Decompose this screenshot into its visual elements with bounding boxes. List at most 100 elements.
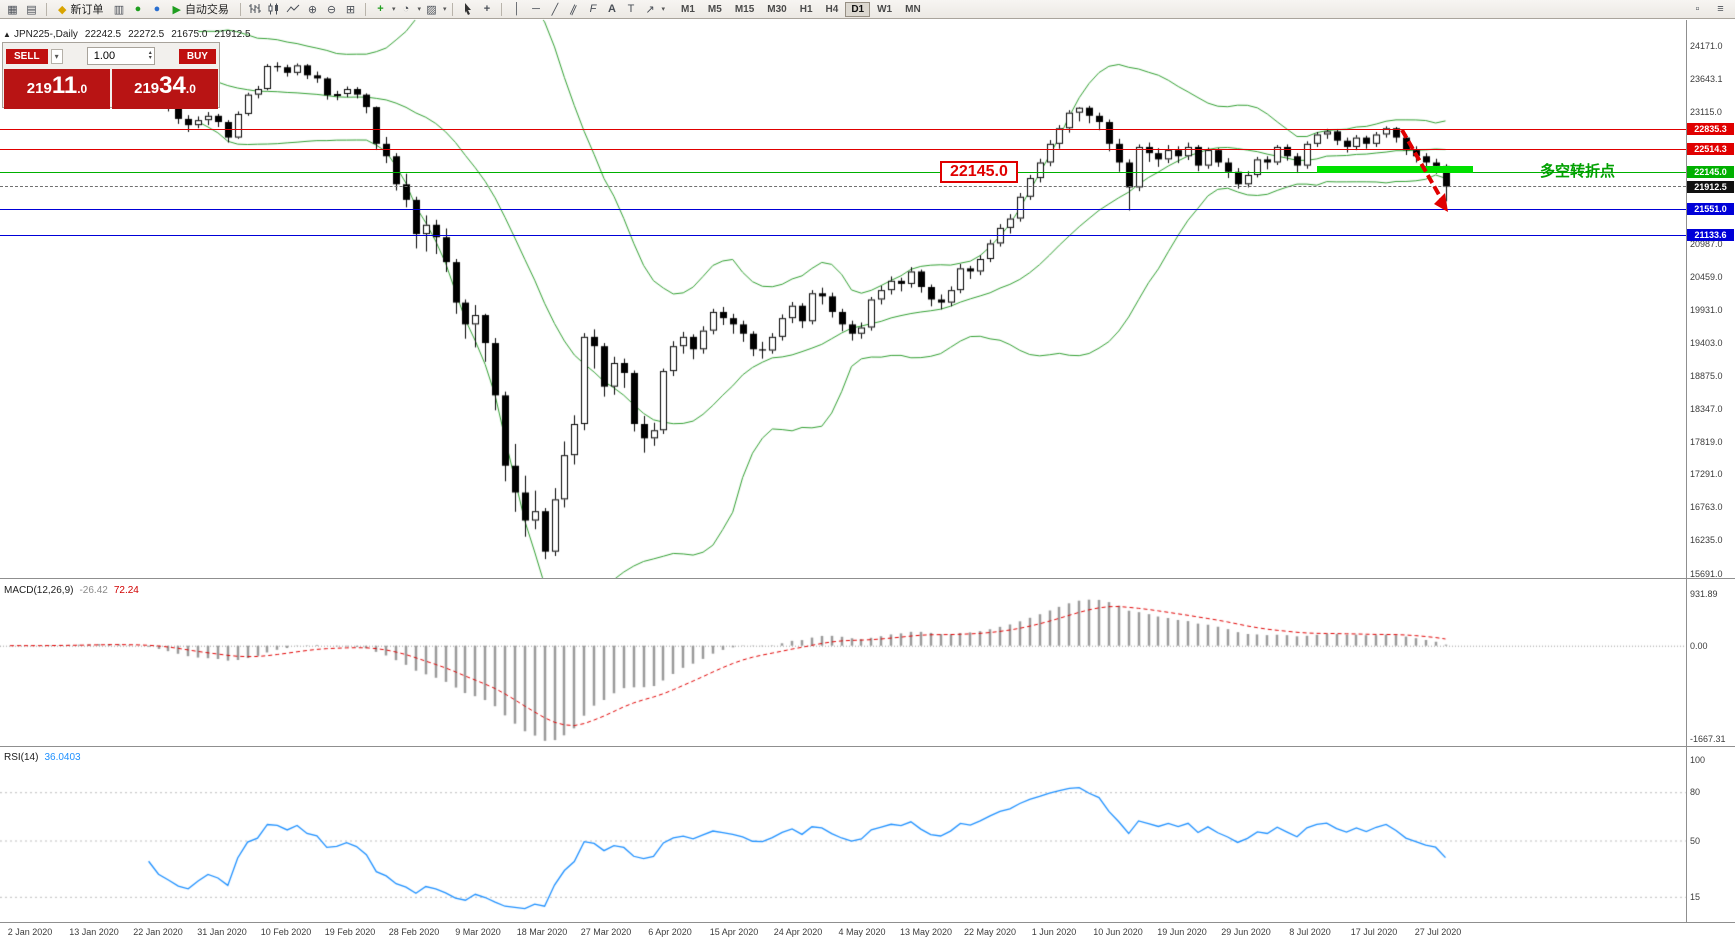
volume-up-icon[interactable]: ▴ [148, 50, 152, 56]
fibonacci-icon[interactable]: F [589, 3, 597, 15]
timeframe-button-M5[interactable]: M5 [707, 3, 722, 15]
horizontal-line-object-21133.6[interactable] [0, 234, 1686, 236]
sell-price-button[interactable]: 219 11.0 [4, 69, 110, 109]
time-axis-label: 19 Feb 2020 [324, 927, 376, 937]
horizontal-line-icon[interactable]: ─ [532, 3, 540, 15]
price-axis-label: 20459.0 [1690, 272, 1723, 283]
volume-down-icon[interactable]: ▾ [148, 55, 152, 61]
equidistant-channel-icon[interactable]: ∥ [568, 2, 579, 17]
time-axis-label: 22 May 2020 [963, 927, 1017, 937]
line-chart-icon[interactable] [285, 2, 302, 17]
auto-trading-button[interactable]: ▶ 自动交易 [167, 1, 233, 17]
zoom-in-icon[interactable]: ⊕ [307, 3, 318, 16]
price-axis-label: 15691.0 [1690, 569, 1723, 580]
rsi-scale-label: 100 [1690, 755, 1706, 765]
price-badge-21133.6: 21133.6 [1687, 229, 1734, 242]
community-icon[interactable]: ● [153, 3, 161, 15]
time-axis-label: 10 Jun 2020 [1093, 927, 1143, 937]
timeframe-button-H4[interactable]: H4 [825, 3, 839, 15]
time-axis-label: 2 Jan 2020 [7, 927, 53, 937]
time-axis-label: 4 May 2020 [838, 927, 886, 937]
auto-trading-play-icon: ▶ [172, 3, 181, 16]
support-zone-highlight-object[interactable] [1317, 166, 1473, 173]
price-axis-label: 20987.0 [1690, 239, 1723, 250]
price-axis-label: 18875.0 [1690, 370, 1723, 381]
templates-caret-icon[interactable]: ▾ [442, 6, 447, 13]
rsi-scale-label: 80 [1690, 787, 1701, 798]
timeframe-button-M15[interactable]: M15 [734, 3, 755, 15]
dock-window-icon[interactable]: ▫ [1695, 3, 1700, 15]
turning-point-text-object[interactable]: 多空转折点 [1540, 163, 1616, 180]
price-axis-label: 17819.0 [1690, 436, 1723, 447]
order-options-caret-icon[interactable]: ▾ [50, 48, 63, 64]
timeframe-button-M1[interactable]: M1 [681, 3, 695, 15]
price-note-object[interactable]: 22145.0 [940, 161, 1018, 183]
volume-input[interactable] [89, 50, 134, 62]
price-axis-label: 16235.0 [1690, 535, 1723, 546]
rsi-indicator-label: RSI(14) 36.0403 [4, 752, 81, 763]
price-axis-border [1686, 20, 1687, 922]
indicators-caret-icon[interactable]: ▾ [391, 6, 396, 13]
zoom-out-icon[interactable]: ⊖ [326, 3, 337, 16]
templates-icon[interactable]: ▨ [426, 3, 437, 16]
new-order-button[interactable]: ◆ 新订单 [53, 1, 108, 17]
periods-icon[interactable]: ◔ [402, 3, 410, 15]
cursor-icon[interactable] [459, 2, 476, 17]
horizontal-line-object-22514.3[interactable] [0, 148, 1686, 150]
auto-trading-label: 自动交易 [184, 4, 229, 16]
main-toolbar: ▦ ▤ ◆ 新订单 ▥ ● ● ▶ 自动交易 ⊕ ⊖ ⊞ + ▾ ◔ ▾ ▨ ▾… [0, 0, 1735, 19]
buy-price-frac: .0 [185, 82, 196, 96]
time-axis-label: 9 Mar 2020 [455, 927, 501, 937]
trendline-icon[interactable]: ╱ [551, 3, 559, 16]
new-chart-icon[interactable]: ▦ [7, 3, 18, 16]
sell-price-frac: .0 [77, 82, 88, 96]
price-badge-22514.3: 22514.3 [1687, 143, 1734, 156]
current-price-line[interactable] [0, 185, 1686, 187]
sell-arrow-object[interactable] [1390, 120, 1470, 220]
buy-price-big: 34 [159, 72, 186, 99]
macd-panel-splitter[interactable] [0, 578, 1735, 579]
horizontal-line-object-21551.0[interactable] [0, 208, 1686, 210]
price-badge-22145.0: 22145.0 [1687, 166, 1734, 179]
support-icon[interactable]: ● [134, 3, 142, 15]
price-axis-label: 17291.0 [1690, 469, 1723, 480]
menu-icon[interactable]: ≡ [1717, 3, 1724, 15]
market-watch-icon[interactable]: ▥ [113, 3, 125, 16]
symbol-name: JPN225-,Daily [14, 29, 78, 40]
price-badge-21912.5: 21912.5 [1687, 180, 1734, 193]
timeframe-button-H1[interactable]: H1 [799, 3, 813, 15]
one-click-collapse-toggle[interactable]: ▲ [3, 30, 11, 39]
indicators-add-icon[interactable]: + [377, 3, 384, 15]
label-tool-icon[interactable]: T [627, 3, 635, 15]
timeframe-button-MN[interactable]: MN [905, 3, 921, 15]
time-axis-label: 1 Jun 2020 [1031, 927, 1077, 937]
arrows-tool-icon[interactable]: ↗ [645, 3, 655, 16]
text-tool-icon[interactable]: A [608, 3, 616, 15]
timeframe-toolbar: M1 M5 M15 M30 H1 H4 D1 W1 MN [675, 1, 927, 17]
time-axis-label: 15 Apr 2020 [709, 927, 759, 937]
bar-chart-icon[interactable] [247, 2, 264, 17]
buy-price-button[interactable]: 219 34.0 [112, 69, 218, 109]
sell-button[interactable]: SELL [6, 48, 48, 64]
candlestick-chart-icon[interactable] [266, 2, 283, 17]
periods-caret-icon[interactable]: ▾ [417, 6, 421, 13]
timeframe-button-M30[interactable]: M30 [767, 3, 787, 15]
profiles-icon[interactable]: ▤ [26, 3, 37, 16]
macd-name: MACD(12,26,9) [4, 585, 74, 596]
crosshair-icon[interactable]: + [483, 3, 491, 15]
volume-spinner: ▴ ▾ [148, 50, 152, 61]
horizontal-line-object-22145.0[interactable] [0, 171, 1686, 173]
arrows-caret-icon[interactable]: ▾ [661, 6, 665, 13]
rsi-panel-splitter[interactable] [0, 746, 1735, 747]
macd-signal-value: 72.24 [113, 585, 139, 596]
horizontal-line-object-22835.3[interactable] [0, 128, 1686, 130]
timeframe-button-D1[interactable]: D1 [845, 1, 871, 17]
buy-button[interactable]: BUY [178, 48, 216, 64]
tile-windows-icon[interactable]: ⊞ [345, 3, 356, 16]
vertical-line-icon[interactable]: │ [513, 3, 521, 15]
price-badge-22835.3: 22835.3 [1687, 123, 1734, 136]
timeframe-button-W1[interactable]: W1 [877, 3, 893, 15]
volume-stepper: ▴ ▾ [86, 47, 155, 65]
